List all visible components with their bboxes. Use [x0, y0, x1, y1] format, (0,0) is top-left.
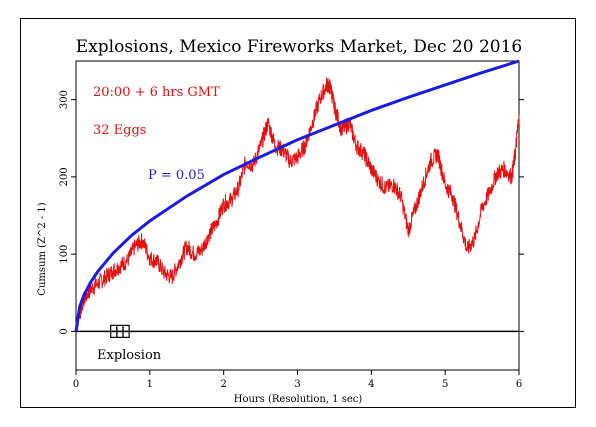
x-tick-label: 6 [516, 379, 522, 390]
plot-border [75, 60, 520, 371]
explosion-marker-box [122, 324, 130, 338]
explosion-label: Explosion [97, 348, 162, 363]
x-axis-label: Hours (Resolution, 1 sec) [234, 394, 363, 405]
x-tick-label: 3 [294, 379, 300, 390]
x-axis-ticks: 0 1 2 3 4 5 6 [73, 370, 522, 390]
time-annotation: 20:00 + 6 hrs GMT [93, 85, 220, 100]
plot-area: 0 1 2 3 4 5 6 0 100 200 300 [59, 59, 524, 390]
eggs-annotation: 32 Eggs [93, 123, 146, 138]
p005-envelope-line [74, 59, 520, 332]
y-tick-label: 200 [59, 167, 70, 186]
series-layer [74, 59, 520, 332]
y-tick-label: 300 [59, 90, 70, 109]
x-tick-label: 4 [368, 379, 374, 390]
chart-title: Explosions, Mexico Fireworks Market, Dec… [76, 37, 522, 57]
right-axis-ticks [519, 99, 524, 332]
x-tick-label: 5 [442, 379, 448, 390]
explosion-markers [110, 324, 130, 338]
y-axis-label: Cumsum (Z^2 - 1) [37, 202, 48, 295]
x-tick-label: 2 [220, 379, 226, 390]
chart-frame: Explosions, Mexico Fireworks Market, Dec… [20, 18, 576, 408]
x-tick-label: 1 [147, 379, 153, 390]
p-value-annotation: P = 0.05 [148, 168, 205, 183]
y-tick-label: 0 [59, 328, 70, 334]
x-tick-label: 0 [73, 379, 79, 390]
y-axis-ticks: 0 100 200 300 [59, 90, 76, 335]
cumsum-series-line [75, 77, 520, 331]
y-tick-label: 100 [59, 245, 70, 264]
chart-svg: Explosions, Mexico Fireworks Market, Dec… [37, 37, 524, 405]
